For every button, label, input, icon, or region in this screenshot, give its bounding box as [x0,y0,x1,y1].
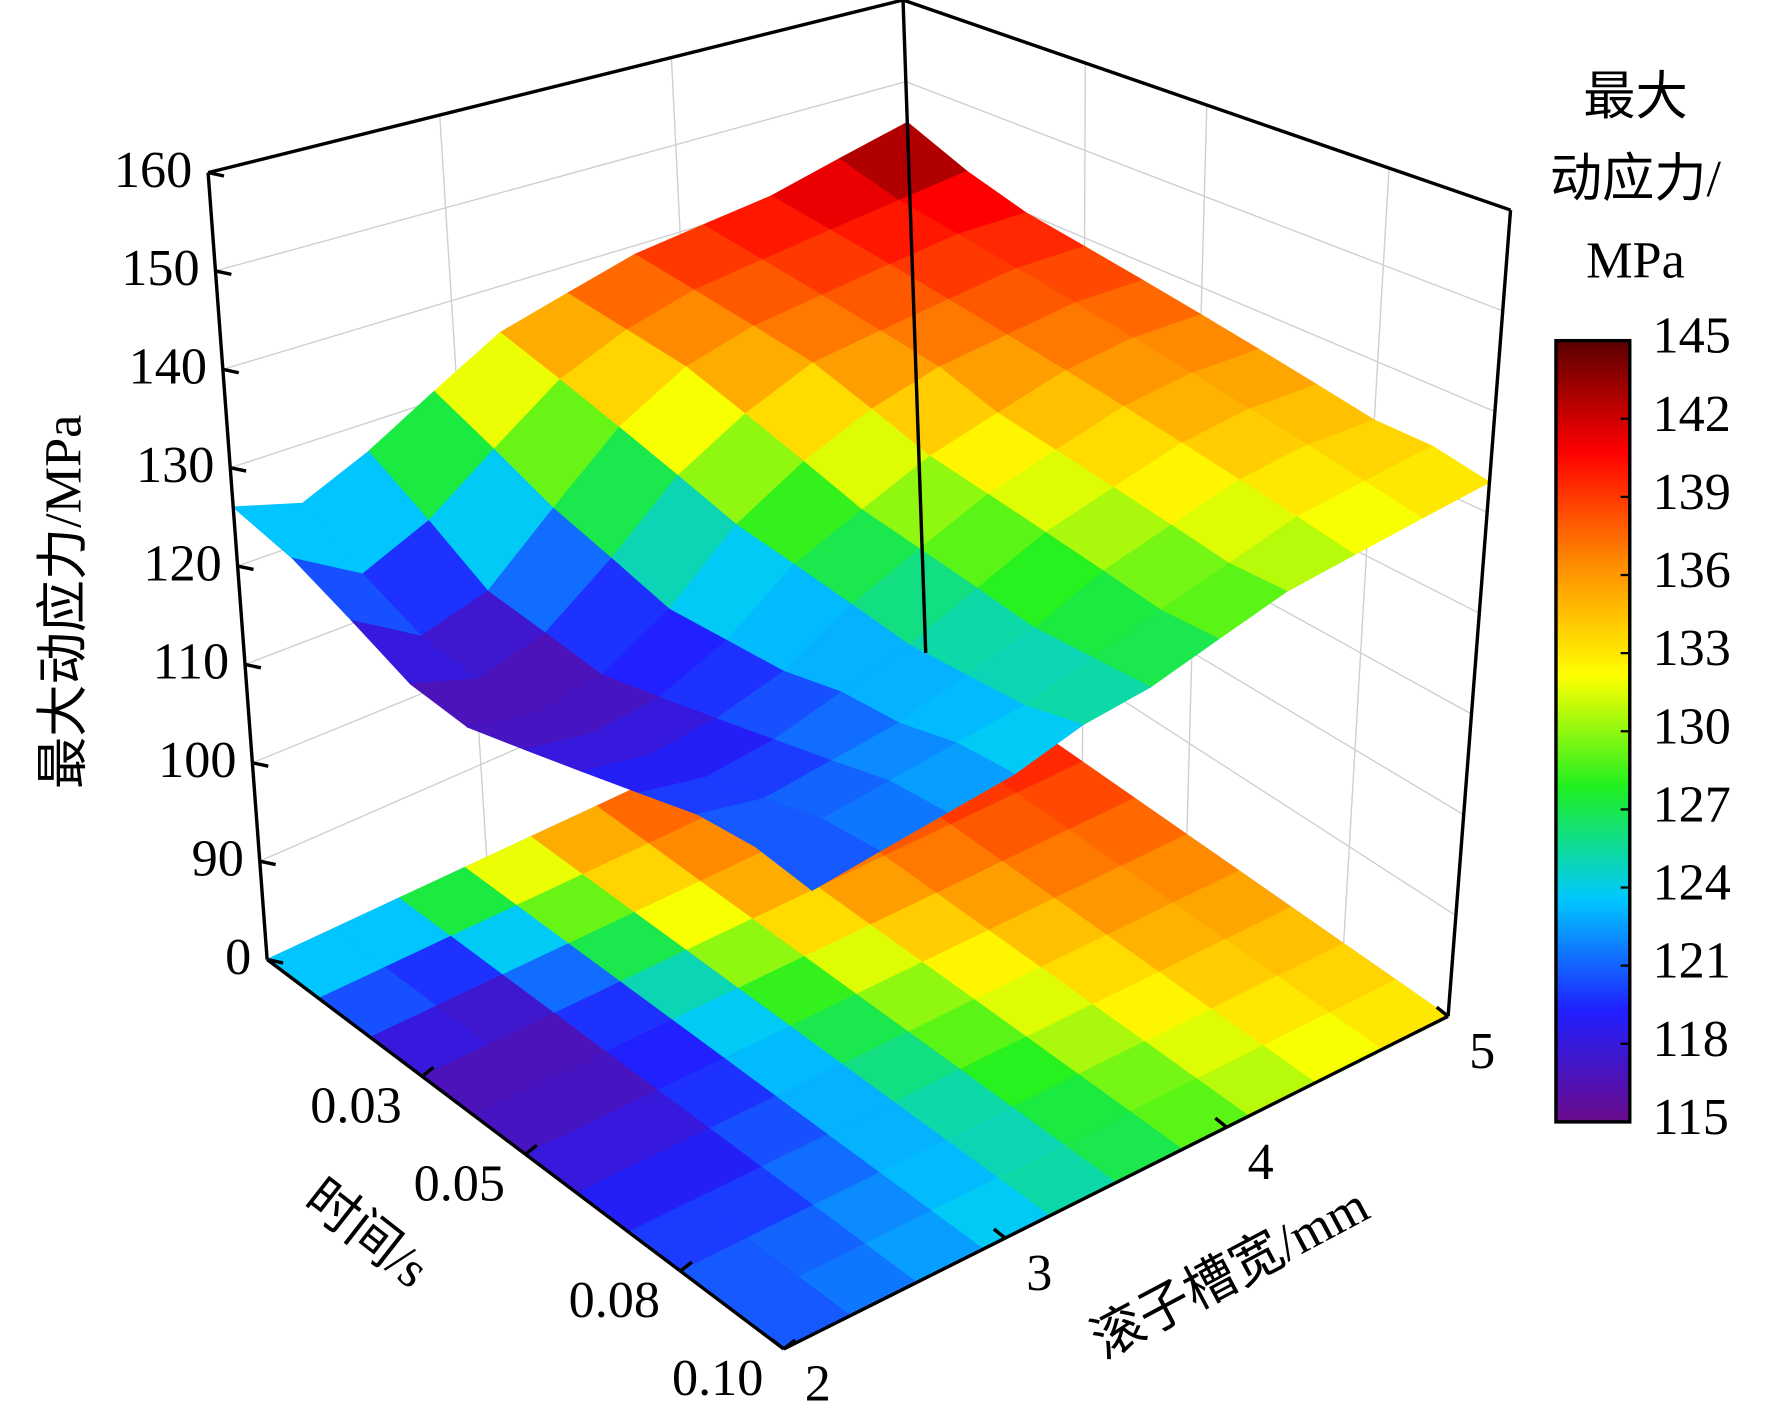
colorbar-title: 最大 [1583,68,1687,126]
box [206,0,1513,1351]
tick-mark [771,1338,785,1351]
axis-line [902,0,1512,212]
tick-mark [992,1227,1007,1240]
tick-mark [252,761,269,768]
colorbar-tick-label: 118 [1652,1010,1728,1068]
colorbar-tick-label: 127 [1652,775,1730,833]
colorbar [1554,338,1632,1124]
grid-line [1342,168,1390,944]
y-axis-title: 滚子槽宽/mm [1082,1176,1378,1370]
y-tick-label: 3 [1026,1244,1052,1302]
z-tick-label: 120 [143,534,221,592]
x-tick-label: 0.08 [569,1271,660,1329]
tick-mark [244,662,262,670]
tick-mark [215,269,232,277]
x-tick-label: 0.10 [672,1349,763,1407]
tick-mark [222,367,240,375]
colorbar-tick-label: 130 [1652,697,1730,755]
tick-mark [421,1065,435,1078]
axis-line [266,958,785,1351]
colorbar-title: MPa [1586,232,1685,290]
tick-mark [1435,1005,1450,1018]
z-tick-label: 150 [121,239,199,297]
axis-line [901,0,928,653]
z-tick-label: 0 [225,928,251,986]
colorbar-tick-label: 145 [1652,307,1730,365]
tick-mark [679,1260,693,1273]
tick-mark [1214,1116,1228,1129]
labels: 0 90 100 110 120 130 140 150 160 0.030.05 0.080.10… [114,68,1731,1413]
x-tick-label: 0.03 [310,1076,401,1134]
tick-mark [266,957,284,965]
tick-mark [782,1338,797,1351]
colorbar-tick-label: 142 [1652,385,1730,443]
colorbar-tick-label: 139 [1652,463,1730,521]
tick-mark [237,564,254,572]
y-tick-label: 4 [1248,1133,1274,1191]
y-tick-label: 2 [805,1355,831,1413]
surface-cell [754,818,881,891]
tick-mark [207,170,225,178]
z-tick-label: 100 [158,731,236,789]
surface [231,121,1491,891]
x-tick-label: 0.05 [414,1154,505,1212]
z-tick-label: 160 [114,141,192,199]
z-axis-title: 最大动应力/MPa [34,415,92,789]
z-tick-label: 130 [136,436,214,494]
colorbar-tick-label: 121 [1652,932,1730,990]
axis-line [783,1014,1449,1351]
z-tick-label: 110 [153,633,229,691]
y-tick-label: 5 [1469,1022,1495,1080]
z-tick-label: 90 [192,829,244,887]
tick-mark [259,859,277,867]
colorbar-title: 动应力/ [1550,150,1722,208]
z-tick-label: 140 [129,338,207,396]
axis-line [207,0,904,175]
axis-line [1446,209,1513,1017]
colorbar-tick-label: 115 [1652,1088,1728,1146]
colorbar-tick-label: 124 [1652,854,1730,912]
colorbar-tick-label: 133 [1652,619,1730,677]
tick-mark [524,1143,538,1156]
colorbar-tick-label: 136 [1652,541,1730,599]
tick-mark [229,466,247,473]
